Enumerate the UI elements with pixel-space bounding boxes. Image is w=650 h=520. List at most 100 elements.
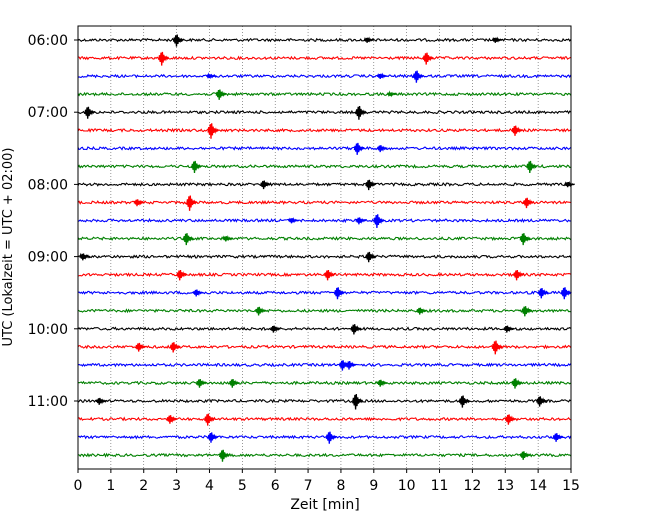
trace-event bbox=[376, 72, 388, 80]
trace-event bbox=[207, 123, 219, 139]
x-tick-label: 12 bbox=[463, 478, 481, 494]
trace-noise bbox=[77, 326, 572, 332]
trace-row bbox=[77, 287, 572, 300]
trace-event bbox=[503, 325, 515, 333]
trace-row bbox=[77, 34, 572, 47]
trace-noise bbox=[77, 91, 572, 97]
trace-event bbox=[204, 413, 216, 426]
x-tick-label: 13 bbox=[496, 478, 514, 494]
x-tick-label: 3 bbox=[172, 478, 181, 494]
trace-row bbox=[77, 89, 572, 100]
trace-event bbox=[176, 269, 188, 281]
trace-noise bbox=[77, 145, 572, 151]
y-axis-ticks: 06:00 07:00 08:00 09:00 10:00 11:00 bbox=[28, 33, 78, 410]
trace-event bbox=[186, 195, 198, 211]
trace-row bbox=[77, 70, 572, 83]
x-tick-label: 14 bbox=[529, 478, 547, 494]
trace-row bbox=[77, 431, 572, 444]
trace-noise bbox=[77, 452, 572, 458]
trace-event bbox=[376, 145, 388, 153]
trace-event bbox=[365, 179, 377, 191]
trace-event bbox=[255, 306, 267, 316]
trace-noise bbox=[77, 73, 572, 79]
trace-event bbox=[376, 379, 388, 387]
trace-row bbox=[77, 340, 572, 355]
trace-event bbox=[269, 325, 281, 333]
trace-noise bbox=[77, 434, 572, 440]
trace-event bbox=[536, 396, 548, 407]
trace-event bbox=[195, 379, 207, 388]
trace-event bbox=[172, 34, 185, 47]
trace-noise bbox=[77, 344, 572, 350]
trace-row bbox=[77, 51, 572, 66]
trace-noise bbox=[77, 380, 572, 386]
trace-event bbox=[287, 216, 299, 224]
trace-noise bbox=[77, 181, 572, 187]
trace-row bbox=[77, 123, 572, 139]
trace-noise bbox=[77, 163, 571, 169]
trace-event bbox=[333, 287, 346, 300]
trace-event bbox=[511, 378, 523, 389]
trace-event bbox=[79, 252, 91, 261]
y-tick-label: 10:00 bbox=[28, 322, 68, 338]
trace-event bbox=[519, 233, 531, 246]
x-tick-label: 2 bbox=[139, 478, 148, 494]
trace-event bbox=[192, 289, 204, 297]
trace-row bbox=[77, 413, 572, 426]
trace-noise bbox=[77, 308, 572, 314]
trace-event bbox=[412, 70, 424, 83]
trace-event bbox=[169, 342, 181, 353]
trace-noise bbox=[77, 290, 572, 296]
trace-event bbox=[182, 233, 194, 246]
x-tick-label: 0 bbox=[74, 478, 83, 494]
trace-event bbox=[135, 342, 147, 352]
y-tick-label: 06:00 bbox=[28, 33, 68, 49]
trace-row bbox=[77, 324, 572, 335]
trace-event bbox=[560, 287, 572, 300]
trace-noise bbox=[77, 235, 572, 242]
trace-event bbox=[191, 160, 203, 173]
trace-event bbox=[491, 340, 503, 355]
trace-event bbox=[218, 449, 231, 462]
trace-event bbox=[491, 36, 503, 43]
trace-noise bbox=[77, 217, 571, 224]
trace-event bbox=[158, 51, 170, 66]
x-tick-label: 1 bbox=[106, 478, 115, 494]
x-tick-label: 8 bbox=[336, 478, 345, 494]
trace-event bbox=[363, 36, 375, 43]
x-tick-label: 15 bbox=[562, 478, 580, 494]
trace-event bbox=[526, 160, 538, 173]
plot-frame bbox=[77, 25, 572, 470]
x-tick-label: 11 bbox=[431, 478, 449, 494]
trace-row bbox=[77, 195, 571, 211]
trace-noise bbox=[77, 254, 572, 259]
trace-row bbox=[77, 306, 572, 317]
trace-noise bbox=[77, 127, 572, 133]
y-tick-label: 09:00 bbox=[28, 250, 68, 266]
trace-row bbox=[77, 160, 571, 173]
trace-noise bbox=[77, 272, 572, 278]
trace-event bbox=[522, 197, 535, 209]
trace-event bbox=[228, 379, 240, 388]
trace-event bbox=[325, 431, 337, 444]
trace-event bbox=[416, 307, 428, 315]
y-axis-label: UTC (Lokalzeit = UTC + 02:00) bbox=[1, 148, 16, 347]
seismogram-traces bbox=[77, 34, 575, 462]
trace-event bbox=[422, 52, 434, 65]
trace-event bbox=[458, 395, 470, 408]
trace-event bbox=[552, 433, 564, 442]
trace-noise bbox=[77, 416, 572, 422]
trace-event bbox=[345, 360, 357, 370]
x-axis-label: Zeit [min] bbox=[290, 497, 359, 513]
trace-event bbox=[519, 451, 531, 460]
trace-event bbox=[564, 180, 575, 188]
trace-event bbox=[324, 269, 336, 281]
trace-event bbox=[222, 235, 234, 242]
trace-event bbox=[166, 415, 178, 424]
trace-row bbox=[77, 269, 572, 281]
x-tick-label: 10 bbox=[398, 478, 416, 494]
trace-row bbox=[77, 214, 571, 229]
x-tick-label: 7 bbox=[304, 478, 313, 494]
trace-event bbox=[133, 199, 145, 207]
